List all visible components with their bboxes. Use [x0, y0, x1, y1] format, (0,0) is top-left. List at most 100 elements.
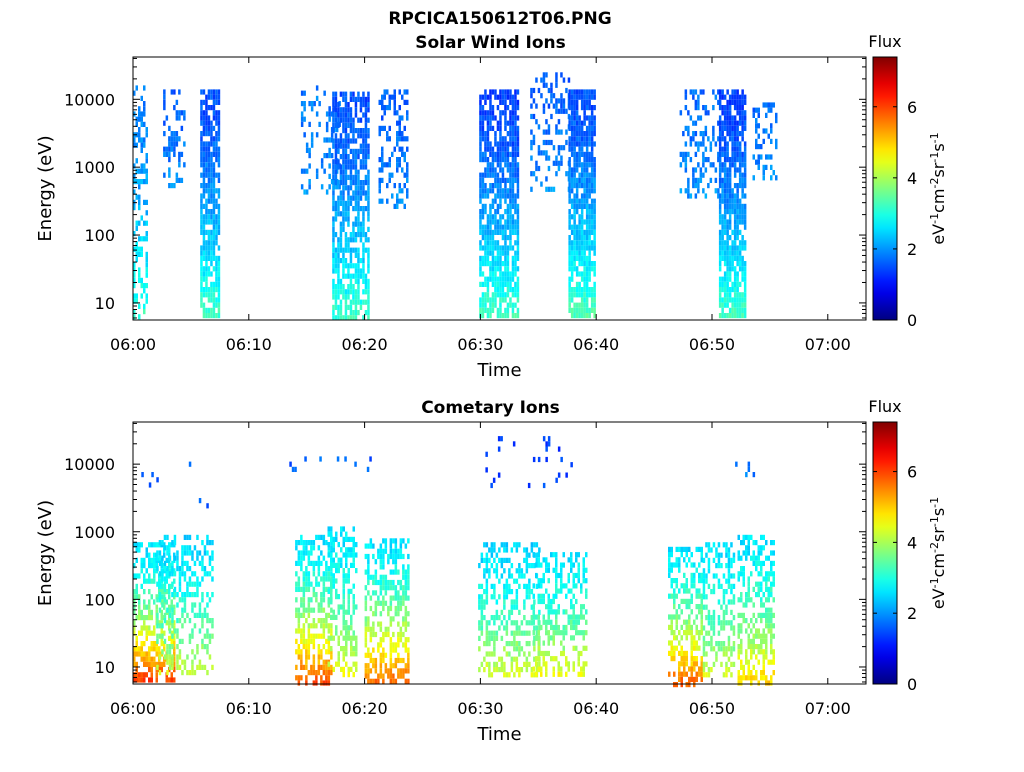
heatmap-cell — [213, 141, 216, 146]
heatmap-cell — [513, 646, 516, 651]
heatmap-cell — [390, 622, 393, 627]
heatmap-cell — [563, 145, 566, 150]
heatmap-cell — [685, 126, 688, 131]
heatmap-cell — [342, 222, 345, 227]
heatmap-cell — [701, 630, 704, 635]
heatmap-cell — [400, 658, 403, 663]
heatmap-cell — [548, 641, 551, 646]
heatmap-cell — [347, 284, 350, 289]
heatmap-cell — [691, 661, 694, 666]
heatmap-cell — [686, 625, 689, 630]
heatmap-cell — [576, 105, 579, 110]
heatmap-cell — [573, 105, 576, 110]
heatmap-cell — [484, 204, 487, 209]
heatmap-cell — [357, 92, 360, 97]
heatmap-cell — [497, 121, 500, 126]
heatmap-cell — [347, 248, 350, 253]
heatmap-cell — [570, 557, 573, 562]
heatmap-cell — [678, 614, 681, 619]
heatmap-cell — [484, 157, 487, 162]
heatmap-cell — [372, 658, 375, 663]
heatmap-cell — [517, 183, 520, 188]
heatmap-cell — [347, 242, 350, 247]
heatmap-cell — [494, 183, 497, 188]
heatmap-cell — [200, 136, 203, 141]
heatmap-cell — [340, 242, 343, 247]
heatmap-cell — [573, 199, 576, 204]
heatmap-cell — [581, 245, 584, 250]
heatmap-cell — [316, 96, 319, 101]
heatmap-cell — [315, 592, 318, 597]
heatmap-cell — [372, 632, 375, 637]
heatmap-cell — [512, 261, 515, 266]
heatmap-cell — [509, 303, 512, 308]
heatmap-cell — [583, 183, 586, 188]
heatmap-cell — [692, 173, 695, 178]
heatmap-cell — [159, 623, 162, 628]
heatmap-cell — [540, 583, 543, 588]
heatmap-cell — [573, 95, 576, 100]
heatmap-cell — [586, 225, 589, 230]
heatmap-cell — [399, 199, 402, 204]
heatmap-cell — [348, 594, 351, 599]
heatmap-cell — [728, 553, 731, 558]
heatmap-cell — [696, 604, 699, 609]
heatmap-cell — [161, 634, 164, 639]
heatmap-cell — [343, 584, 346, 589]
heatmap-cell — [720, 563, 723, 568]
heatmap-cell — [203, 131, 206, 136]
heatmap-cell — [517, 162, 520, 167]
heatmap-cell — [517, 266, 520, 271]
heatmap-cell — [696, 630, 699, 635]
heatmap-cell — [487, 110, 490, 115]
heatmap-cell — [196, 644, 199, 649]
heatmap-cell — [736, 251, 739, 256]
heatmap-cell — [184, 597, 187, 602]
heatmap-cell — [698, 578, 701, 583]
heatmap-cell — [205, 115, 208, 120]
heatmap-cell — [550, 625, 553, 630]
heatmap-cell — [326, 111, 329, 116]
heatmap-cell — [205, 110, 208, 115]
heatmap-cell — [710, 620, 713, 625]
heatmap-cell — [308, 556, 311, 561]
heatmap-cell — [710, 141, 713, 146]
heatmap-cell — [578, 292, 581, 297]
heatmap-cell — [514, 209, 517, 214]
heatmap-cell — [482, 110, 485, 115]
heatmap-cell — [526, 657, 529, 662]
heatmap-cell — [733, 662, 736, 667]
heatmap-cell — [736, 136, 739, 141]
heatmap-cell — [303, 634, 306, 639]
heatmap-cell — [209, 571, 212, 576]
heatmap-cell — [347, 144, 350, 149]
heatmap-cell — [337, 138, 340, 143]
heatmap-cell — [502, 282, 505, 287]
heatmap-cell — [741, 115, 744, 120]
heatmap-cell — [586, 89, 589, 94]
heatmap-cell — [517, 282, 520, 287]
heatmap-cell — [543, 140, 546, 145]
heatmap-cell — [693, 583, 696, 588]
heatmap-cell — [400, 632, 403, 637]
heatmap-cell — [721, 105, 724, 110]
heatmap-cell — [342, 216, 345, 221]
heatmap-cell — [588, 152, 591, 157]
heatmap-cell — [171, 623, 174, 628]
heatmap-cell — [303, 540, 306, 545]
colorbar-unit-label: eV-1cm-2sr-1s-1 — [928, 132, 949, 244]
heatmap-cell — [151, 542, 154, 547]
heatmap-cell — [210, 131, 213, 136]
x-tick-label: 06:30 — [457, 335, 503, 354]
heatmap-cell — [348, 604, 351, 609]
heatmap-cell — [355, 154, 358, 159]
heatmap-cell — [545, 140, 548, 145]
heatmap-cell — [345, 305, 348, 310]
heatmap-cell — [724, 173, 727, 178]
heatmap-cell — [205, 173, 208, 178]
heatmap-cell — [377, 674, 380, 679]
heatmap-cell — [531, 547, 534, 552]
heatmap-cell — [381, 178, 384, 183]
heatmap-cell — [499, 131, 502, 136]
heatmap-cell — [724, 126, 727, 131]
